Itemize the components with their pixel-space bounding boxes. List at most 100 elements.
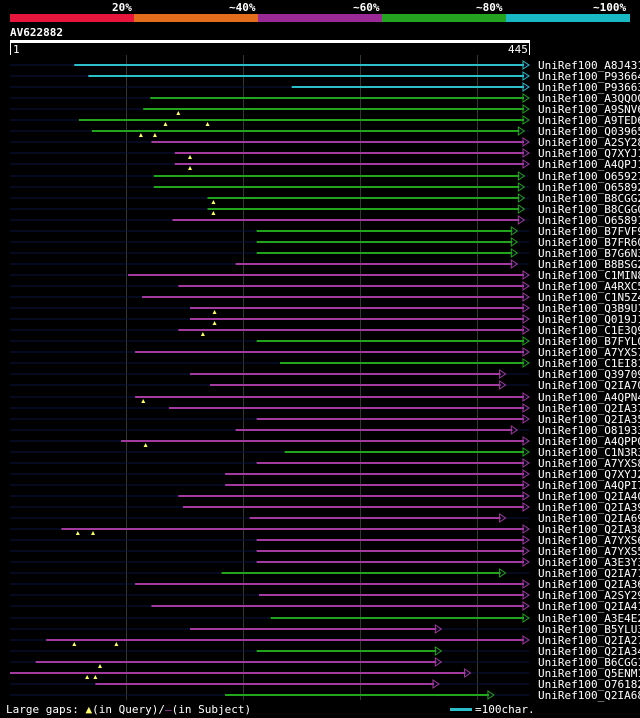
hit-label[interactable]: UniRef100_Q39709 bbox=[538, 368, 640, 382]
hit-row[interactable]: UniRef100_Q2IA38 bbox=[0, 523, 640, 536]
hit-label[interactable]: UniRef100_Q2IA71 bbox=[538, 567, 640, 581]
hit-row[interactable]: UniRef100_Q3B9U1 bbox=[0, 302, 640, 316]
hit-label[interactable]: UniRef100_Q7XYJ1 bbox=[538, 147, 640, 161]
hit-row[interactable]: UniRef100_B8CGG0 bbox=[0, 202, 640, 216]
hit-row[interactable]: UniRef100_P93664 bbox=[0, 70, 640, 83]
hit-row[interactable]: UniRef100_Q2IA37 bbox=[0, 401, 640, 415]
hit-row[interactable]: UniRef100_Q2IA68 bbox=[0, 688, 640, 702]
hit-label[interactable]: UniRef100_C1E3Q9 bbox=[538, 324, 640, 338]
hit-label[interactable]: UniRef100_Q7XYJ2 bbox=[538, 467, 640, 481]
hit-row[interactable]: UniRef100_Q5ENM1 bbox=[0, 666, 640, 680]
hit-label[interactable]: UniRef100_P93663 bbox=[538, 81, 640, 95]
hit-label[interactable]: UniRef100_O81933 bbox=[538, 423, 640, 437]
hit-label[interactable]: UniRef100_Q2IA36 bbox=[538, 578, 640, 592]
hit-row[interactable]: UniRef100_Q2IA41 bbox=[0, 600, 640, 613]
hit-row[interactable]: UniRef100_A4QPJ1 bbox=[0, 158, 640, 172]
hit-row[interactable]: UniRef100_A3QQO0 bbox=[0, 92, 640, 106]
hit-label[interactable]: UniRef100_Q2IA39 bbox=[538, 501, 640, 514]
hit-row[interactable]: UniRef100_O65891 bbox=[0, 213, 640, 227]
hit-row[interactable]: UniRef100_Q2IA27 bbox=[0, 633, 640, 647]
hit-label[interactable]: UniRef100_A4RXC5 bbox=[538, 280, 640, 293]
hit-row[interactable]: UniRef100_A4RXC5 bbox=[0, 280, 640, 293]
hit-label[interactable]: UniRef100_Q2IA69 bbox=[538, 512, 640, 526]
hit-label[interactable]: UniRef100_A3E3Y3 bbox=[538, 556, 640, 570]
hit-label[interactable]: UniRef100_A4QPI7 bbox=[538, 478, 640, 492]
hit-label[interactable]: UniRef100_B8CGG0 bbox=[538, 202, 640, 216]
hit-label[interactable]: UniRef100_B8BSG2 bbox=[538, 257, 640, 271]
hit-label[interactable]: UniRef100_B8CGG2 bbox=[538, 191, 640, 205]
hit-label[interactable]: UniRef100_A4QPN4 bbox=[538, 390, 640, 404]
hit-row[interactable]: UniRef100_Q2IA69 bbox=[0, 512, 640, 526]
hit-row[interactable]: UniRef100_A4QPP0 bbox=[0, 435, 640, 448]
hit-label[interactable]: UniRef100_A7YXS8 bbox=[538, 456, 640, 470]
hit-label[interactable]: UniRef100_Q2IA35 bbox=[538, 412, 640, 426]
hit-label[interactable]: UniRef100_A2SY28 bbox=[538, 136, 640, 150]
hit-row[interactable]: UniRef100_Q39709 bbox=[0, 368, 640, 382]
hit-label[interactable]: UniRef100_B6CGG1 bbox=[538, 655, 640, 669]
hit-row[interactable]: UniRef100_B7FYL0 bbox=[0, 335, 640, 349]
hit-label[interactable]: UniRef100_B7FR60 bbox=[538, 235, 640, 249]
hit-label[interactable]: UniRef100_Q2IA37 bbox=[538, 401, 640, 415]
hit-row[interactable]: UniRef100_A3E3Y3 bbox=[0, 556, 640, 570]
hit-row[interactable]: UniRef100_O76182 bbox=[0, 678, 640, 691]
hit-label[interactable]: UniRef100_B7FVF9 bbox=[538, 224, 640, 238]
hit-label[interactable]: UniRef100_Q3B9U1 bbox=[538, 302, 640, 316]
hit-row[interactable]: UniRef100_A4QPN4 bbox=[0, 390, 640, 404]
hit-row[interactable]: UniRef100_B7G6N3 bbox=[0, 246, 640, 260]
hit-label[interactable]: UniRef100_O65927 bbox=[538, 169, 640, 183]
hit-label[interactable]: UniRef100_Q2IA68 bbox=[538, 688, 640, 702]
hit-label[interactable]: UniRef100_C1N5Z4 bbox=[538, 291, 640, 305]
hit-label[interactable]: UniRef100_A3QQO0 bbox=[538, 92, 640, 106]
hit-row[interactable]: UniRef100_Q2IA71 bbox=[0, 567, 640, 581]
hit-row[interactable]: UniRef100_B6CGG1 bbox=[0, 655, 640, 669]
hit-label[interactable]: UniRef100_Q2IA70 bbox=[538, 379, 640, 393]
hit-row[interactable]: UniRef100_A7YXS7 bbox=[0, 346, 640, 360]
hit-row[interactable]: UniRef100_A3E4E2 bbox=[0, 611, 640, 625]
hit-row[interactable]: UniRef100_Q2IA35 bbox=[0, 412, 640, 426]
hit-row[interactable]: UniRef100_B7FR60 bbox=[0, 235, 640, 249]
hit-row[interactable]: UniRef100_C1E3Q9 bbox=[0, 324, 640, 338]
hit-label[interactable]: UniRef100_Q2IA40 bbox=[538, 489, 640, 503]
hit-label[interactable]: UniRef100_A9SNV6 bbox=[538, 103, 640, 117]
hit-row[interactable]: UniRef100_B8BSG2 bbox=[0, 257, 640, 271]
hit-label[interactable]: UniRef100_A9TED6 bbox=[538, 114, 640, 128]
hit-row[interactable]: UniRef100_A7YXS8 bbox=[0, 456, 640, 470]
hit-label[interactable]: UniRef100_Q5ENM1 bbox=[538, 666, 640, 680]
hit-row[interactable]: UniRef100_A2SY28 bbox=[0, 136, 640, 150]
hit-label[interactable]: UniRef100_B7G6N3 bbox=[538, 246, 640, 260]
hit-label[interactable]: UniRef100_B5YLU3 bbox=[538, 622, 640, 636]
hit-row[interactable]: UniRef100_O65927 bbox=[0, 169, 640, 183]
hit-row[interactable]: UniRef100_A9TED6 bbox=[0, 114, 640, 128]
hit-row[interactable]: UniRef100_Q2IA70 bbox=[0, 379, 640, 393]
hit-label[interactable]: UniRef100_Q019J1 bbox=[538, 313, 640, 327]
hit-row[interactable]: UniRef100_B7FVF9 bbox=[0, 224, 640, 238]
hit-label[interactable]: UniRef100_A7YXS5 bbox=[538, 545, 640, 559]
hit-row[interactable]: UniRef100_A2SY29 bbox=[0, 589, 640, 603]
hit-label[interactable]: UniRef100_O65891 bbox=[538, 213, 640, 227]
hit-row[interactable]: UniRef100_A7YXS6 bbox=[0, 534, 640, 548]
hit-row[interactable]: UniRef100_C1EI81 bbox=[0, 357, 640, 371]
hit-row[interactable]: UniRef100_Q03965 bbox=[0, 125, 640, 139]
hit-row[interactable]: UniRef100_A8J431 bbox=[0, 59, 640, 72]
hit-row[interactable]: UniRef100_Q7XYJ2 bbox=[0, 467, 640, 481]
hit-row[interactable]: UniRef100_O65892 bbox=[0, 180, 640, 194]
hit-label[interactable]: UniRef100_B7FYL0 bbox=[538, 335, 640, 349]
hit-row[interactable]: UniRef100_C1MIN8 bbox=[0, 269, 640, 282]
hit-row[interactable]: UniRef100_C1N3R3 bbox=[0, 446, 640, 459]
hit-label[interactable]: UniRef100_A2SY29 bbox=[538, 589, 640, 603]
hit-label[interactable]: UniRef100_O65892 bbox=[538, 180, 640, 194]
hit-label[interactable]: UniRef100_A7YXS7 bbox=[538, 346, 640, 360]
hit-row[interactable]: UniRef100_Q2IA39 bbox=[0, 501, 640, 514]
hit-label[interactable]: UniRef100_A4QPJ1 bbox=[538, 158, 640, 172]
hit-label[interactable]: UniRef100_C1EI81 bbox=[538, 357, 640, 371]
hit-label[interactable]: UniRef100_Q03965 bbox=[538, 125, 640, 139]
hit-label[interactable]: UniRef100_Q2IA27 bbox=[538, 633, 640, 647]
hit-row[interactable]: UniRef100_Q019J1 bbox=[0, 313, 640, 327]
hit-row[interactable]: UniRef100_A4QPI7 bbox=[0, 478, 640, 492]
hit-row[interactable]: UniRef100_B8CGG2 bbox=[0, 191, 640, 205]
hit-label[interactable]: UniRef100_A7YXS6 bbox=[538, 534, 640, 548]
hit-row[interactable]: UniRef100_Q7XYJ1 bbox=[0, 147, 640, 161]
hit-row[interactable]: UniRef100_A9SNV6 bbox=[0, 103, 640, 117]
hit-label[interactable]: UniRef100_A3E4E2 bbox=[538, 611, 640, 625]
hit-row[interactable]: UniRef100_P93663 bbox=[0, 81, 640, 95]
